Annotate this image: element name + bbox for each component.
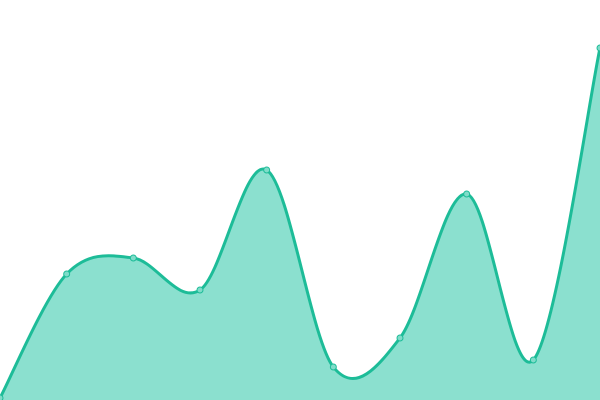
data-point-6 — [396, 334, 404, 342]
data-point-1 — [63, 270, 71, 278]
data-point-8 — [529, 356, 537, 364]
data-point-5 — [329, 363, 337, 371]
data-point-4 — [263, 166, 271, 174]
data-point-3 — [196, 286, 204, 294]
data-point-0 — [0, 394, 4, 400]
area-fill — [0, 48, 600, 400]
data-point-9 — [596, 44, 600, 52]
data-point-7 — [463, 190, 471, 198]
data-points — [0, 44, 600, 400]
data-point-2 — [129, 254, 137, 262]
